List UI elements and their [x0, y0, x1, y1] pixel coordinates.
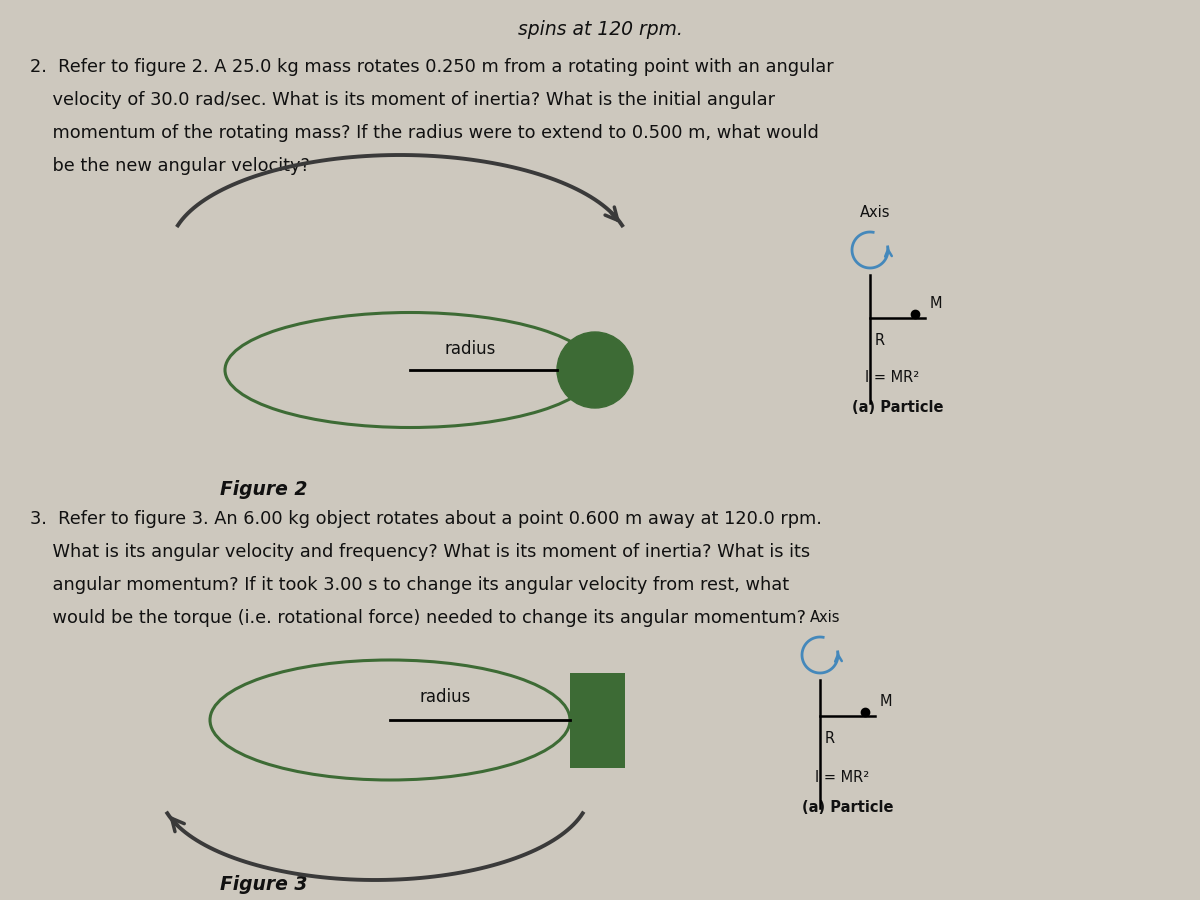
Text: velocity of 30.0 rad/sec. What is its moment of inertia? What is the initial ang: velocity of 30.0 rad/sec. What is its mo…	[30, 91, 775, 109]
Text: would be the torque (i.e. rotational force) needed to change its angular momentu: would be the torque (i.e. rotational for…	[30, 609, 806, 627]
Circle shape	[557, 332, 634, 408]
Text: (a) Particle: (a) Particle	[802, 800, 894, 815]
Bar	[570, 672, 625, 768]
Text: M: M	[930, 296, 942, 311]
Text: spins at 120 rpm.: spins at 120 rpm.	[517, 20, 683, 39]
Text: Figure 2: Figure 2	[220, 480, 307, 499]
Text: M: M	[880, 695, 893, 709]
Text: 2.  Refer to figure 2. A 25.0 kg mass rotates 0.250 m from a rotating point with: 2. Refer to figure 2. A 25.0 kg mass rot…	[30, 58, 834, 76]
Text: radius: radius	[419, 688, 470, 706]
Text: Axis: Axis	[810, 610, 840, 625]
Text: Figure 3: Figure 3	[220, 875, 307, 894]
Text: radius: radius	[444, 340, 496, 358]
Text: (a) Particle: (a) Particle	[852, 400, 943, 416]
Text: R: R	[826, 731, 835, 746]
Text: 3.  Refer to figure 3. An 6.00 kg object rotates about a point 0.600 m away at 1: 3. Refer to figure 3. An 6.00 kg object …	[30, 510, 822, 528]
Text: angular momentum? If it took 3.00 s to change its angular velocity from rest, wh: angular momentum? If it took 3.00 s to c…	[30, 576, 790, 594]
Text: momentum of the rotating mass? If the radius were to extend to 0.500 m, what wou: momentum of the rotating mass? If the ra…	[30, 124, 818, 142]
Text: be the new angular velocity?: be the new angular velocity?	[30, 157, 310, 175]
Text: R: R	[875, 333, 886, 348]
Text: What is its angular velocity and frequency? What is its moment of inertia? What : What is its angular velocity and frequen…	[30, 543, 810, 561]
Text: Axis: Axis	[859, 205, 890, 220]
Text: I = MR²: I = MR²	[865, 371, 919, 385]
Text: I = MR²: I = MR²	[815, 770, 869, 786]
